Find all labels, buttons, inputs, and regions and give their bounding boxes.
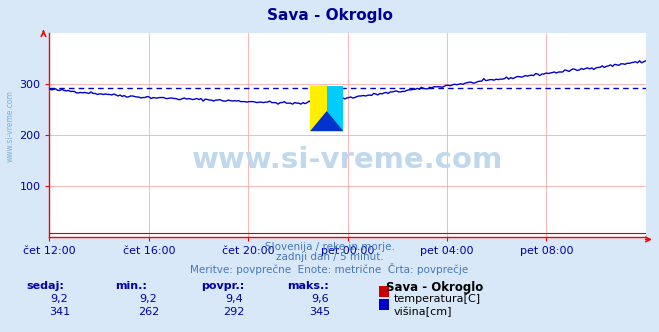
Text: 9,6: 9,6 [311, 294, 328, 304]
Text: Meritve: povprečne  Enote: metrične  Črta: povprečje: Meritve: povprečne Enote: metrične Črta:… [190, 263, 469, 275]
Text: Sava - Okroglo: Sava - Okroglo [386, 281, 483, 293]
Text: min.:: min.: [115, 281, 147, 290]
Text: sedaj:: sedaj: [26, 281, 64, 290]
Text: 9,2: 9,2 [140, 294, 157, 304]
Polygon shape [310, 111, 343, 131]
Text: 345: 345 [309, 307, 330, 317]
Text: višina[cm]: višina[cm] [394, 307, 453, 317]
Text: Slovenija / reke in morje.: Slovenija / reke in morje. [264, 242, 395, 252]
Text: maks.:: maks.: [287, 281, 328, 290]
Text: zadnji dan / 5 minut.: zadnji dan / 5 minut. [275, 252, 384, 262]
FancyBboxPatch shape [310, 86, 327, 131]
Text: www.si-vreme.com: www.si-vreme.com [192, 146, 503, 174]
Text: Sava - Okroglo: Sava - Okroglo [266, 8, 393, 23]
Text: 341: 341 [49, 307, 70, 317]
FancyBboxPatch shape [327, 86, 343, 131]
Text: 262: 262 [138, 307, 159, 317]
Text: 9,4: 9,4 [225, 294, 243, 304]
Text: 9,2: 9,2 [51, 294, 68, 304]
Text: temperatura[C]: temperatura[C] [394, 294, 481, 304]
Text: www.si-vreme.com: www.si-vreme.com [5, 90, 14, 162]
Text: povpr.:: povpr.: [201, 281, 244, 290]
Text: 292: 292 [223, 307, 244, 317]
